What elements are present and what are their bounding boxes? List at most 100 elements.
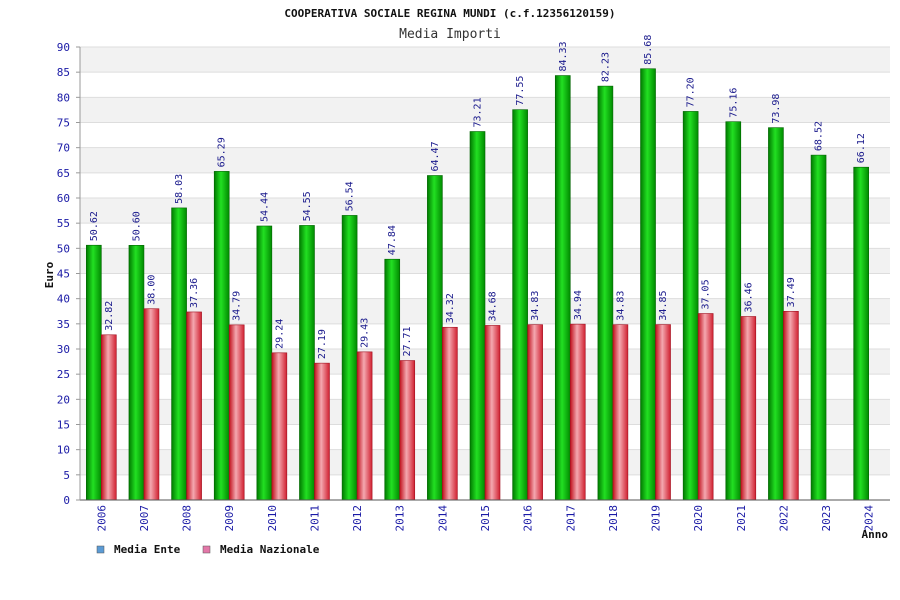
y-axis-label: Euro — [43, 261, 56, 288]
bar-media-ente — [597, 85, 614, 501]
bar-media-nazionale — [271, 352, 288, 501]
bar-media-ente — [725, 121, 742, 501]
bar-value-label: 34.32 — [445, 293, 456, 323]
legend: Media Ente Media Nazionale — [96, 543, 320, 556]
bar-value-label: 58.03 — [174, 174, 185, 204]
bar-value-label: 29.24 — [274, 319, 285, 349]
x-tick-label: 2015 — [479, 505, 492, 532]
x-tick-label: 2023 — [820, 505, 833, 532]
y-tick-label: 25 — [57, 368, 70, 381]
y-tick-label: 10 — [57, 444, 70, 457]
bar-media-nazionale — [101, 334, 117, 501]
bar-value-label: 54.55 — [302, 191, 313, 221]
x-tick-label: 2024 — [863, 505, 876, 532]
bar-media-nazionale — [314, 362, 330, 501]
data-labels: 50.62 32.82 50.60 38.00 58.03 37.36 65.29 34.79… — [89, 35, 867, 360]
bars — [86, 68, 869, 501]
x-tick-label: 2016 — [522, 505, 535, 532]
bar-media-nazionale — [527, 324, 543, 501]
bar-value-label: 34.83 — [530, 291, 541, 321]
bar-media-nazionale — [186, 311, 202, 501]
x-tick-label: 2007 — [138, 505, 151, 532]
bar-value-label: 50.62 — [89, 211, 100, 241]
bar-value-label: 27.71 — [402, 326, 413, 356]
bar-media-nazionale — [228, 324, 245, 501]
bar-value-label: 37.49 — [786, 277, 797, 307]
x-tick-label: 2010 — [266, 505, 279, 532]
bar-value-label: 82.23 — [600, 52, 611, 82]
bar-media-ente — [128, 245, 145, 501]
bar-media-nazionale — [612, 324, 629, 501]
x-tick-label: 2012 — [351, 505, 364, 532]
y-tick-label: 0 — [63, 494, 70, 507]
bar-value-label: 77.55 — [515, 76, 526, 106]
bar-value-label: 34.79 — [232, 291, 243, 321]
bar-media-ente — [682, 111, 699, 501]
bar-media-ente — [810, 154, 827, 501]
y-tick-label: 80 — [57, 91, 70, 104]
bar-media-ente — [554, 75, 571, 501]
bar-media-nazionale — [356, 351, 373, 501]
bar-media-ente — [853, 166, 869, 501]
bar-value-label: 66.12 — [856, 133, 867, 163]
y-tick-label: 65 — [57, 167, 70, 180]
legend-swatch-media-nazionale — [202, 545, 211, 554]
bar-value-label: 73.98 — [771, 94, 782, 124]
bar-media-nazionale — [484, 325, 501, 501]
bar-value-label: 73.21 — [473, 97, 484, 127]
bar-value-label: 84.33 — [558, 41, 569, 71]
bar-value-label: 34.94 — [573, 290, 584, 320]
bar-value-label: 32.82 — [104, 301, 115, 331]
bar-media-nazionale — [697, 313, 714, 501]
bar-value-label: 27.19 — [317, 329, 328, 359]
chart-title: COOPERATIVA SOCIALE REGINA MUNDI (c.f.12… — [284, 7, 615, 20]
x-tick-label: 2011 — [308, 505, 321, 532]
y-tick-label: 40 — [57, 293, 70, 306]
bar-value-label: 29.43 — [360, 318, 371, 348]
bar-media-nazionale — [783, 311, 799, 501]
bar-media-ente — [256, 225, 273, 501]
bar-value-label: 68.52 — [814, 121, 825, 151]
bar-media-ente — [384, 258, 401, 501]
x-axis-label: Anno — [862, 528, 889, 541]
bar-value-label: 64.47 — [430, 141, 441, 171]
bar-media-ente — [768, 127, 784, 501]
y-tick-label: 55 — [57, 217, 70, 230]
y-tick-label: 20 — [57, 393, 70, 406]
bar-media-ente — [171, 207, 187, 501]
bar-media-ente — [299, 225, 315, 501]
bar-value-label: 77.20 — [686, 77, 697, 107]
y-tick-label: 5 — [63, 469, 70, 482]
bar-media-ente — [427, 175, 443, 501]
bar-media-nazionale — [655, 324, 671, 501]
x-tick-label: 2008 — [181, 505, 194, 532]
y-tick-label: 30 — [57, 343, 70, 356]
bar-media-nazionale — [399, 360, 416, 501]
legend-swatch-media-ente — [96, 545, 105, 554]
y-tick-label: 45 — [57, 268, 70, 281]
grid-band — [80, 97, 890, 123]
y-tick-label: 90 — [57, 41, 70, 54]
bar-value-label: 37.05 — [701, 279, 712, 309]
grid-band — [80, 72, 890, 98]
y-tick-label: 35 — [57, 318, 70, 331]
bar-value-label: 34.83 — [615, 291, 626, 321]
bar-media-ente — [86, 244, 102, 501]
bar-media-ente — [512, 109, 528, 501]
bar-media-nazionale — [740, 316, 757, 501]
grid-band — [80, 47, 890, 73]
bar-media-ente — [469, 131, 486, 501]
y-tick-label: 70 — [57, 142, 70, 155]
legend-label-media-nazionale: Media Nazionale — [220, 543, 320, 556]
x-tick-label: 2018 — [607, 505, 620, 532]
y-axis-ticks: 0 5 10 15 20 25 30 35 40 45 50 55 60 65 70 75 80 85 90 — [57, 41, 80, 507]
y-tick-label: 50 — [57, 242, 70, 255]
bar-media-ente — [213, 171, 230, 501]
bar-value-label: 38.00 — [146, 275, 157, 305]
x-tick-label: 2019 — [650, 505, 663, 532]
bar-media-ente — [341, 215, 358, 501]
bar-media-nazionale — [143, 308, 160, 501]
x-tick-label: 2021 — [735, 505, 748, 532]
bar-value-label: 36.46 — [743, 282, 754, 312]
